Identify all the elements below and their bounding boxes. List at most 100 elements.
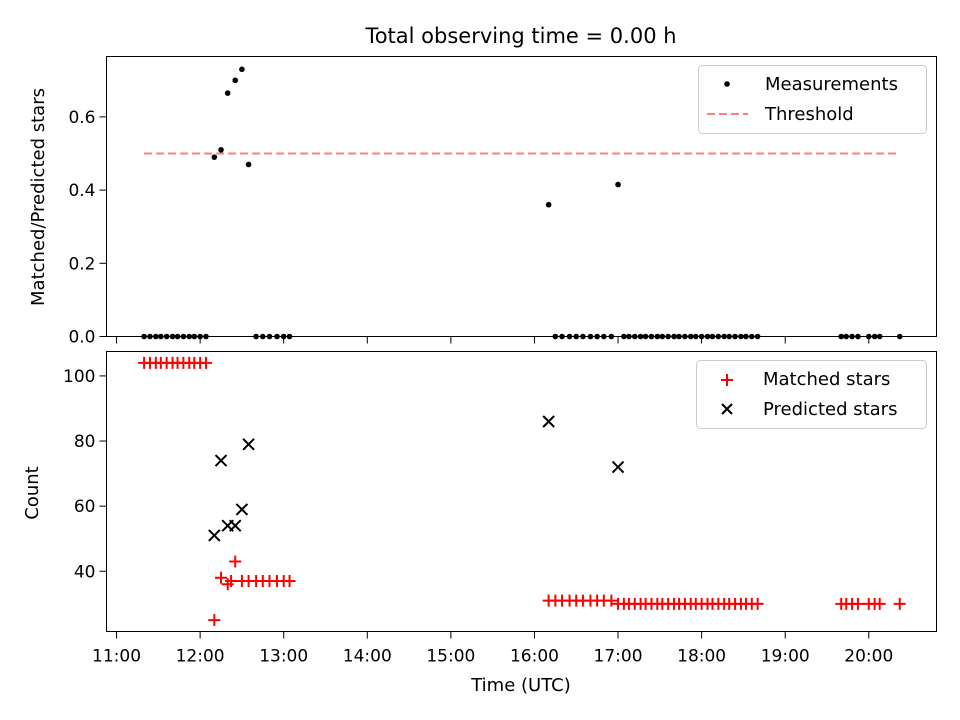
- measurement-point: [573, 333, 580, 340]
- measurement-point: [153, 333, 159, 340]
- chart-title: Total observing time = 0.00 h: [364, 24, 676, 48]
- bottom-legend-box: [696, 360, 927, 429]
- measurement-point: [545, 201, 552, 208]
- y-tick-label: 0.0: [68, 328, 95, 348]
- measurement-point: [174, 333, 181, 340]
- x-tick-label: 12:00: [176, 647, 225, 667]
- measurement-point: [648, 333, 655, 340]
- measurement-point: [704, 333, 711, 340]
- x-tick-label: 16:00: [510, 647, 559, 667]
- measurement-point: [180, 333, 187, 340]
- x-tick-label: 20:00: [844, 647, 893, 667]
- measurement-point: [163, 333, 170, 340]
- measurement-point: [232, 77, 239, 84]
- matched-star-marker: [225, 575, 238, 588]
- x-tick-label: 13:00: [259, 647, 308, 667]
- top-y-ticks: 0.0 0.2 0.4 0.6: [68, 108, 107, 348]
- predicted-star-marker: [208, 529, 221, 542]
- top-legend-box: [698, 65, 927, 134]
- measurement-point: [692, 333, 699, 340]
- measurement-point: [158, 333, 164, 340]
- measurement-point: [147, 333, 153, 340]
- measurement-point: [843, 333, 850, 340]
- measurement-point: [253, 333, 259, 340]
- predicted-star-marker: [214, 454, 228, 467]
- measurement-point: [637, 333, 644, 340]
- measurement-point: [224, 90, 231, 96]
- measurement-point: [709, 333, 716, 340]
- y-tick-label: 0.4: [68, 181, 95, 201]
- x-axis-label: Time (UTC): [470, 675, 571, 696]
- measurement-point: [186, 333, 193, 340]
- measurement-point: [615, 181, 621, 188]
- measurement-point: [280, 333, 287, 340]
- measurement-point: [218, 147, 224, 153]
- y-tick-label: 40: [74, 562, 96, 582]
- measurement-point: [654, 333, 661, 340]
- measurement-point: [559, 333, 565, 340]
- matched-star-marker: [751, 597, 764, 610]
- bottom-y-ticks: 40 60 80 100: [63, 367, 107, 582]
- matched-star-marker: [229, 555, 242, 568]
- measurement-point: [141, 333, 147, 340]
- legend-predicted-marker: [721, 403, 733, 415]
- measurement-point: [197, 333, 203, 340]
- measurement-point: [721, 333, 727, 340]
- measurement-point: [665, 333, 671, 340]
- measurement-point: [659, 333, 666, 340]
- y-tick-label: 0.2: [68, 254, 95, 274]
- measurement-point: [552, 333, 559, 340]
- measurement-point: [621, 333, 627, 340]
- measurement-point: [698, 333, 705, 340]
- measurement-point: [732, 333, 738, 340]
- top-plot-area: [106, 56, 937, 337]
- bottom-data-marks: [138, 356, 906, 627]
- bottom-x-ticks: 11:00 12:00 13:00 14:00 15:00 16:00 17:00 18:00…: [92, 631, 893, 667]
- bottom-legend: Matched stars Predicted stars: [696, 360, 927, 429]
- measurement-point: [274, 333, 280, 340]
- predicted-star-marker: [542, 415, 555, 428]
- matched-star-marker: [851, 597, 864, 610]
- measurement-point: [726, 333, 733, 340]
- matched-star-marker: [605, 594, 618, 607]
- predicted-star-marker: [229, 519, 242, 532]
- y-tick-label: 80: [74, 432, 96, 452]
- measurement-point: [671, 333, 677, 340]
- y-tick-label: 0.6: [68, 108, 95, 128]
- matched-star-marker: [215, 571, 228, 584]
- measurement-point: [743, 333, 749, 340]
- top-data-marks: [141, 66, 903, 340]
- y-tick-label: 60: [74, 497, 96, 517]
- measurement-point: [676, 333, 682, 340]
- measurement-point: [601, 333, 607, 340]
- measurement-point: [266, 333, 273, 340]
- measurement-point: [626, 333, 632, 340]
- measurement-point: [865, 333, 872, 340]
- matched-star-marker: [208, 614, 221, 627]
- measurement-point: [245, 161, 252, 168]
- y-tick-label: 100: [63, 367, 95, 387]
- measurement-point: [594, 333, 600, 340]
- measurement-point: [286, 333, 293, 340]
- legend-measurements-label: Measurements: [765, 74, 898, 95]
- top-legend: Measurements Threshold: [698, 65, 927, 134]
- measurement-point: [687, 333, 694, 340]
- measurement-point: [871, 333, 878, 340]
- measurement-point: [738, 333, 744, 340]
- legend-matched-marker: [721, 374, 733, 386]
- predicted-star-marker: [235, 503, 249, 516]
- matched-star-marker: [199, 356, 212, 369]
- matched-star-marker: [893, 597, 906, 610]
- legend-predicted-label: Predicted stars: [763, 399, 897, 420]
- measurement-point: [203, 333, 209, 340]
- bottom-plot-area: [106, 351, 937, 632]
- measurement-point: [715, 333, 722, 340]
- measurement-point: [754, 333, 761, 340]
- measurement-point: [838, 333, 845, 340]
- predicted-star-marker: [242, 438, 255, 451]
- measurement-point: [642, 333, 649, 340]
- x-tick-label: 19:00: [761, 647, 810, 667]
- measurement-point: [587, 333, 594, 340]
- measurement-point: [682, 333, 688, 340]
